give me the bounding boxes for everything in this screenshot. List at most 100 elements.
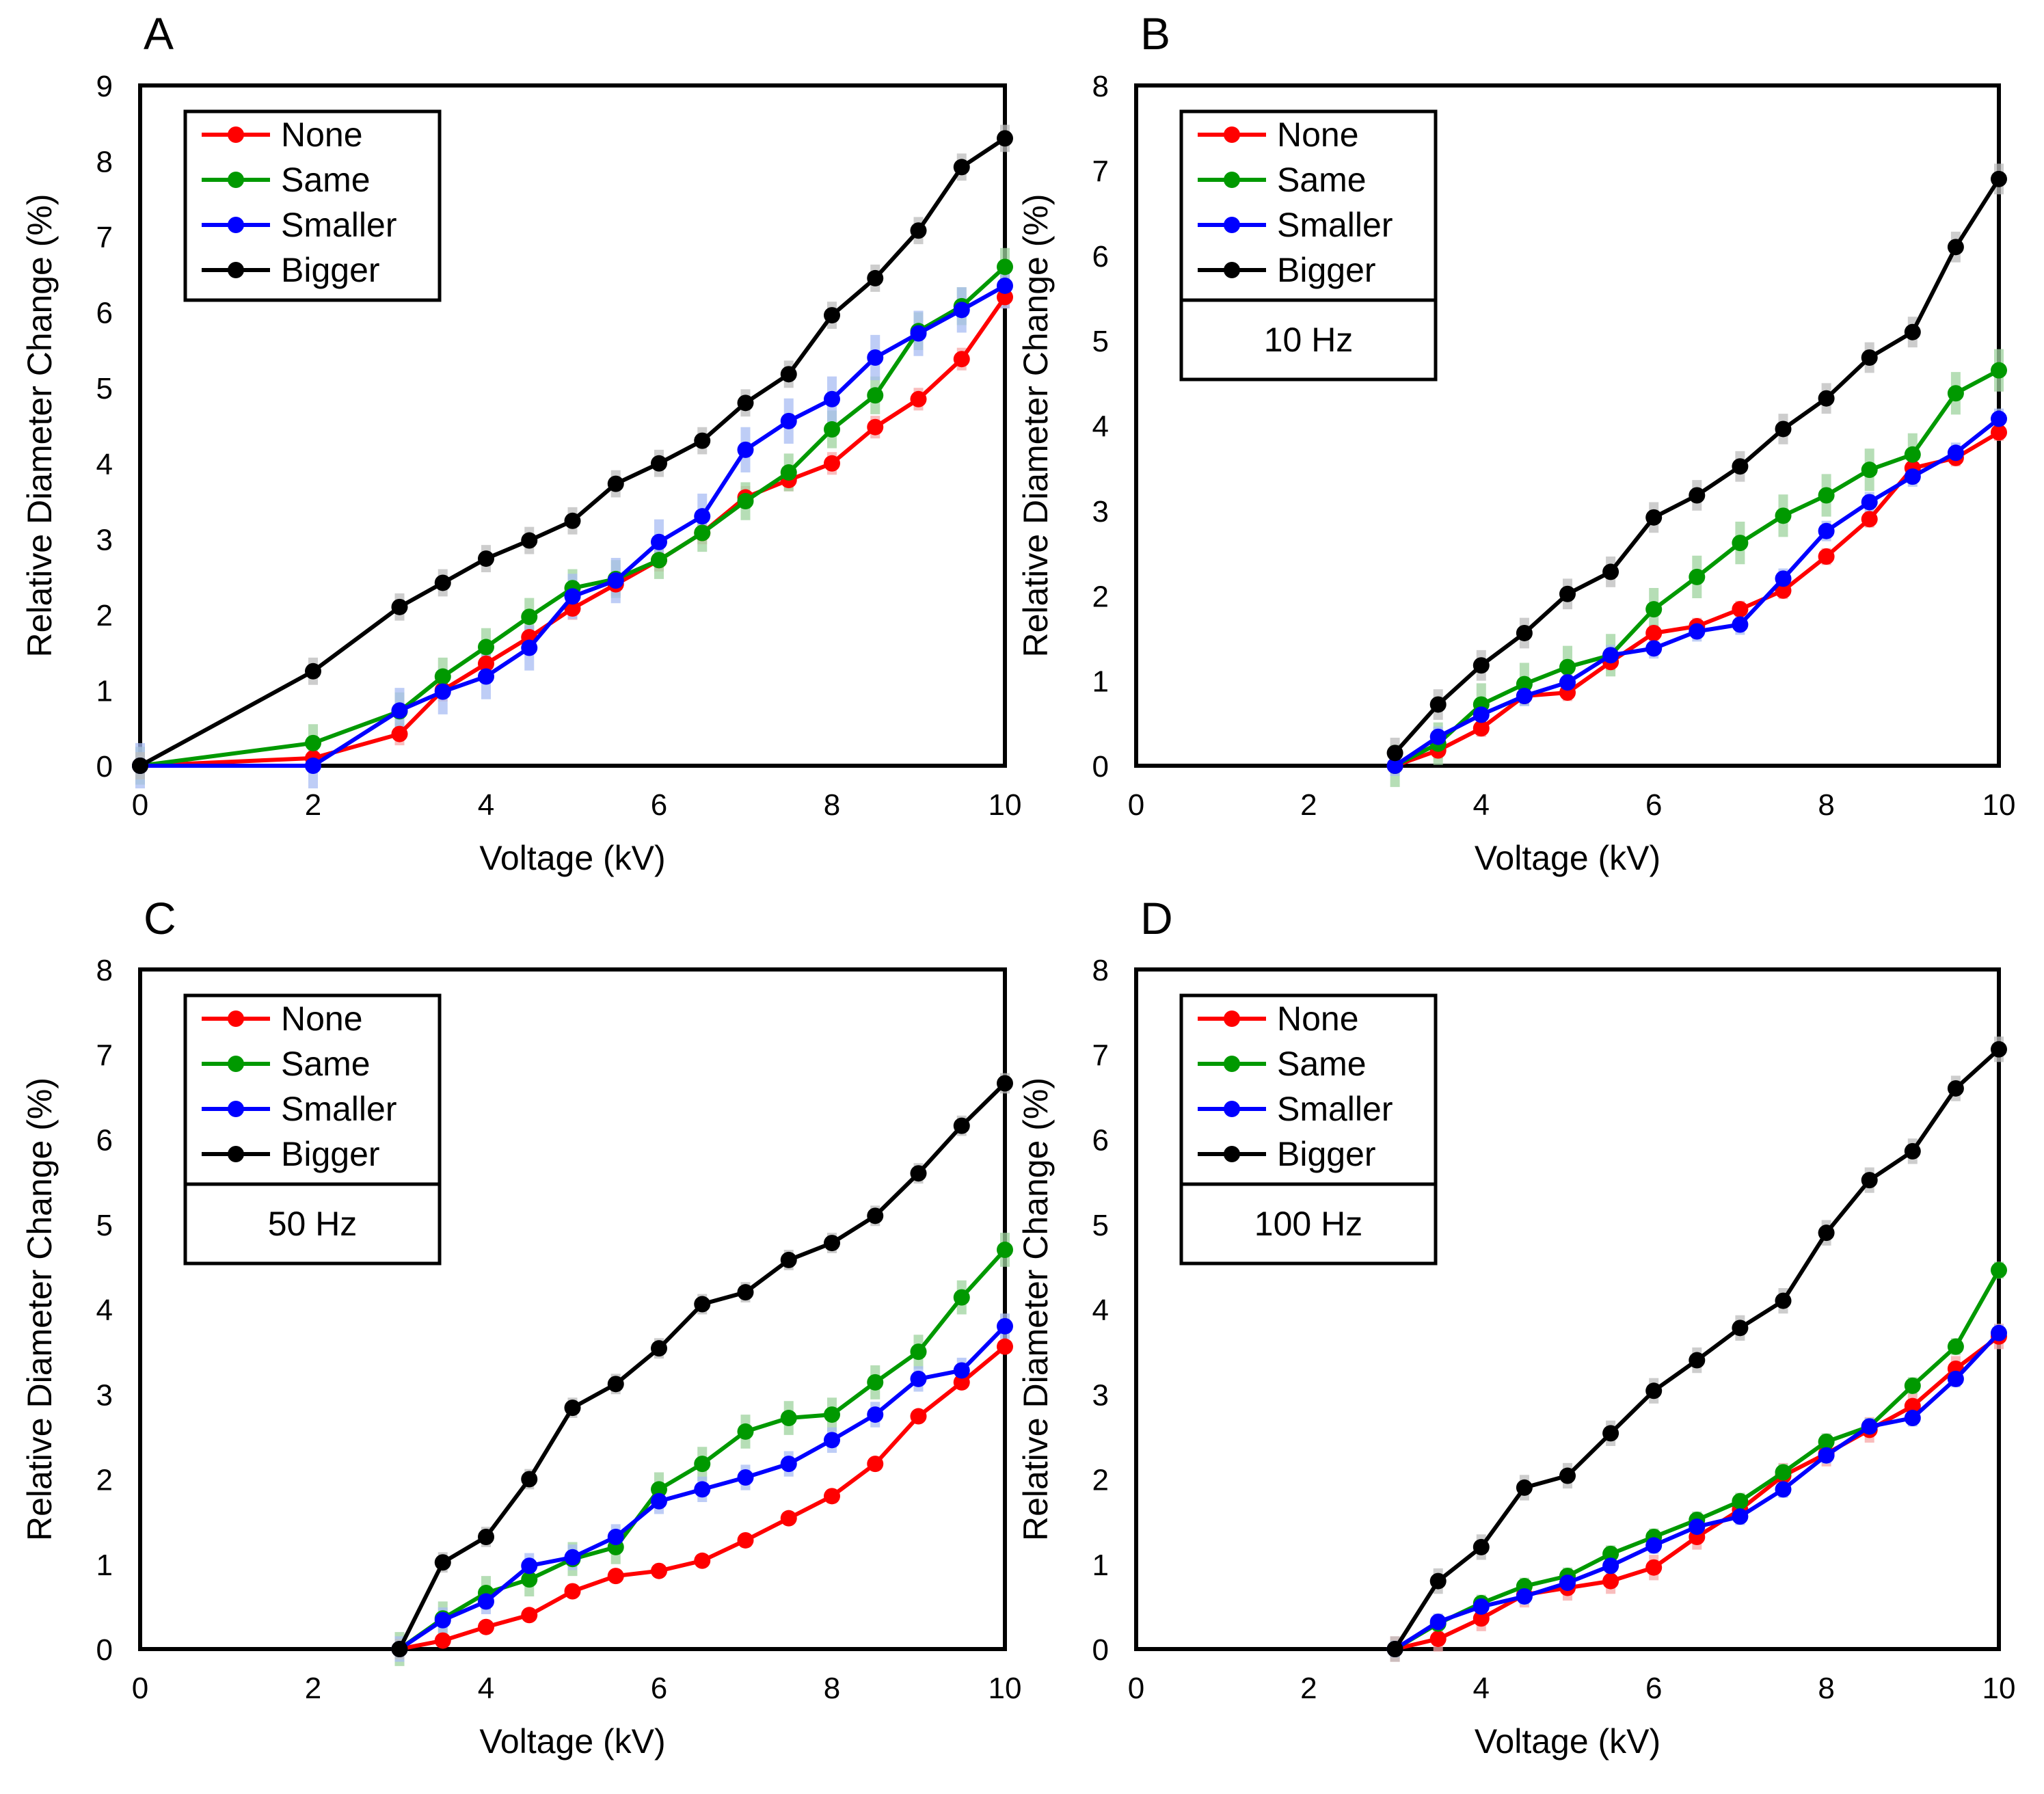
data-point-none	[997, 1338, 1013, 1355]
data-point-same	[651, 1481, 667, 1498]
y-tick-label: 8	[1092, 70, 1109, 103]
y-tick-label: 9	[96, 70, 113, 103]
data-point-none	[564, 1583, 581, 1600]
y-tick-label: 3	[96, 523, 113, 557]
data-point-same	[1559, 658, 1576, 675]
data-point-same	[478, 639, 494, 656]
data-point-none	[780, 1510, 797, 1527]
data-point-bigger	[607, 475, 624, 492]
legend-label: None	[1277, 1000, 1359, 1038]
data-point-smaller	[737, 441, 754, 458]
data-point-bigger	[1386, 1641, 1403, 1657]
x-tick-label: 8	[824, 1672, 840, 1705]
data-point-bigger	[434, 574, 451, 591]
panel-A: A 0 1 2 3 4 5 6 7 8 9 0 2 4 6 8 10 Voltage (kV) Relative D…	[21, 8, 1021, 877]
y-tick-label: 6	[1092, 240, 1109, 273]
data-point-smaller	[953, 302, 970, 319]
data-point-bigger	[1516, 624, 1533, 641]
x-tick-label: 10	[989, 1672, 1022, 1705]
legend-swatch-marker	[1224, 1146, 1240, 1162]
data-point-smaller	[1386, 758, 1403, 774]
y-tick-label: 4	[1092, 1294, 1109, 1327]
y-tick-label: 2	[96, 1464, 113, 1497]
y-tick-label: 2	[96, 599, 113, 632]
data-point-smaller	[564, 588, 581, 605]
data-point-same	[867, 1374, 884, 1391]
data-point-none	[867, 1456, 884, 1473]
data-point-none	[651, 1562, 667, 1579]
legend-swatch-marker	[228, 172, 244, 188]
data-point-same	[953, 1289, 970, 1306]
data-point-same	[1516, 675, 1533, 693]
data-point-none	[1473, 1610, 1490, 1627]
y-tick-label: 5	[1092, 1209, 1109, 1242]
data-point-none	[737, 1531, 754, 1549]
data-point-bigger	[1861, 1172, 1878, 1189]
legend-label: Smaller	[281, 1090, 396, 1128]
data-point-same	[1947, 385, 1964, 402]
x-tick-label: 8	[1818, 1672, 1834, 1705]
y-axis-label: Relative Diameter Change (%)	[21, 193, 59, 657]
y-tick-label: 3	[1092, 495, 1109, 528]
data-point-none	[1775, 582, 1792, 599]
data-point-same	[521, 608, 538, 626]
data-point-same	[1645, 601, 1663, 618]
data-point-same	[1904, 1377, 1921, 1394]
legend-swatch-marker	[228, 262, 244, 278]
data-point-smaller	[1991, 1324, 2007, 1341]
x-tick-label: 2	[305, 788, 321, 822]
x-tick-label: 0	[1128, 788, 1144, 822]
data-point-bigger	[824, 1235, 840, 1252]
data-point-smaller	[1473, 706, 1490, 723]
data-point-smaller	[305, 758, 321, 774]
y-tick-label: 4	[96, 1294, 113, 1327]
data-point-same	[694, 1456, 711, 1473]
data-point-same	[780, 1410, 797, 1427]
frequency-label: 10 Hz	[1264, 321, 1354, 359]
x-tick-label: 10	[989, 788, 1022, 822]
data-point-bigger	[1689, 1352, 1706, 1369]
data-point-same	[1818, 487, 1835, 504]
data-point-same	[737, 1423, 754, 1440]
data-point-bigger	[651, 455, 667, 472]
legend-label: Same	[1277, 1045, 1367, 1083]
data-point-same	[997, 1242, 1013, 1259]
data-point-smaller	[391, 702, 408, 719]
data-point-bigger	[1429, 1572, 1447, 1590]
data-point-bigger	[910, 222, 927, 239]
y-axis-label: Relative Diameter Change (%)	[21, 1077, 59, 1541]
data-point-none	[607, 1568, 624, 1585]
data-point-smaller	[1602, 647, 1619, 664]
data-point-smaller	[1904, 468, 1921, 485]
data-point-bigger	[1861, 349, 1878, 366]
data-point-smaller	[997, 1317, 1013, 1335]
data-point-same	[694, 524, 711, 541]
data-point-bigger	[1429, 696, 1447, 713]
data-point-bigger	[391, 598, 408, 615]
data-point-smaller	[1818, 522, 1835, 539]
legend-swatch-marker	[228, 1146, 244, 1162]
data-point-bigger	[1775, 1292, 1792, 1309]
x-tick-label: 4	[1473, 1672, 1490, 1705]
y-tick-label: 3	[96, 1378, 113, 1412]
panel-D: D 0 1 2 3 4 5 6 7 8 0 2 4 6 8 10 Voltage (kV) Relative Di…	[1017, 893, 2015, 1760]
data-point-bigger	[1602, 563, 1619, 580]
legend-swatch-marker	[1224, 172, 1240, 188]
panel-C: C 0 1 2 3 4 5 6 7 8 0 2 4 6 8 10 Voltage (kV) Relative Di…	[21, 893, 1021, 1760]
data-point-smaller	[694, 508, 711, 525]
data-point-bigger	[564, 512, 581, 529]
series-line-same	[1394, 1269, 2001, 1651]
data-point-bigger	[780, 366, 797, 383]
data-point-none	[434, 1632, 451, 1649]
legend-swatch-marker	[228, 126, 244, 143]
y-tick-label: 7	[96, 1039, 113, 1072]
data-point-bigger	[737, 1284, 754, 1301]
panel-B: B 0 1 2 3 4 5 6 7 8 0 2 4 6 8 10 Voltage (kV) Relative Di…	[1017, 8, 2015, 877]
data-point-bigger	[824, 307, 840, 324]
data-point-bigger	[1904, 1142, 1921, 1160]
legend-swatch-marker	[228, 1010, 244, 1027]
x-tick-label: 8	[824, 788, 840, 822]
data-point-smaller	[780, 1456, 797, 1473]
legend-label: Smaller	[281, 206, 396, 244]
x-axis-label: Voltage (kV)	[479, 839, 665, 877]
